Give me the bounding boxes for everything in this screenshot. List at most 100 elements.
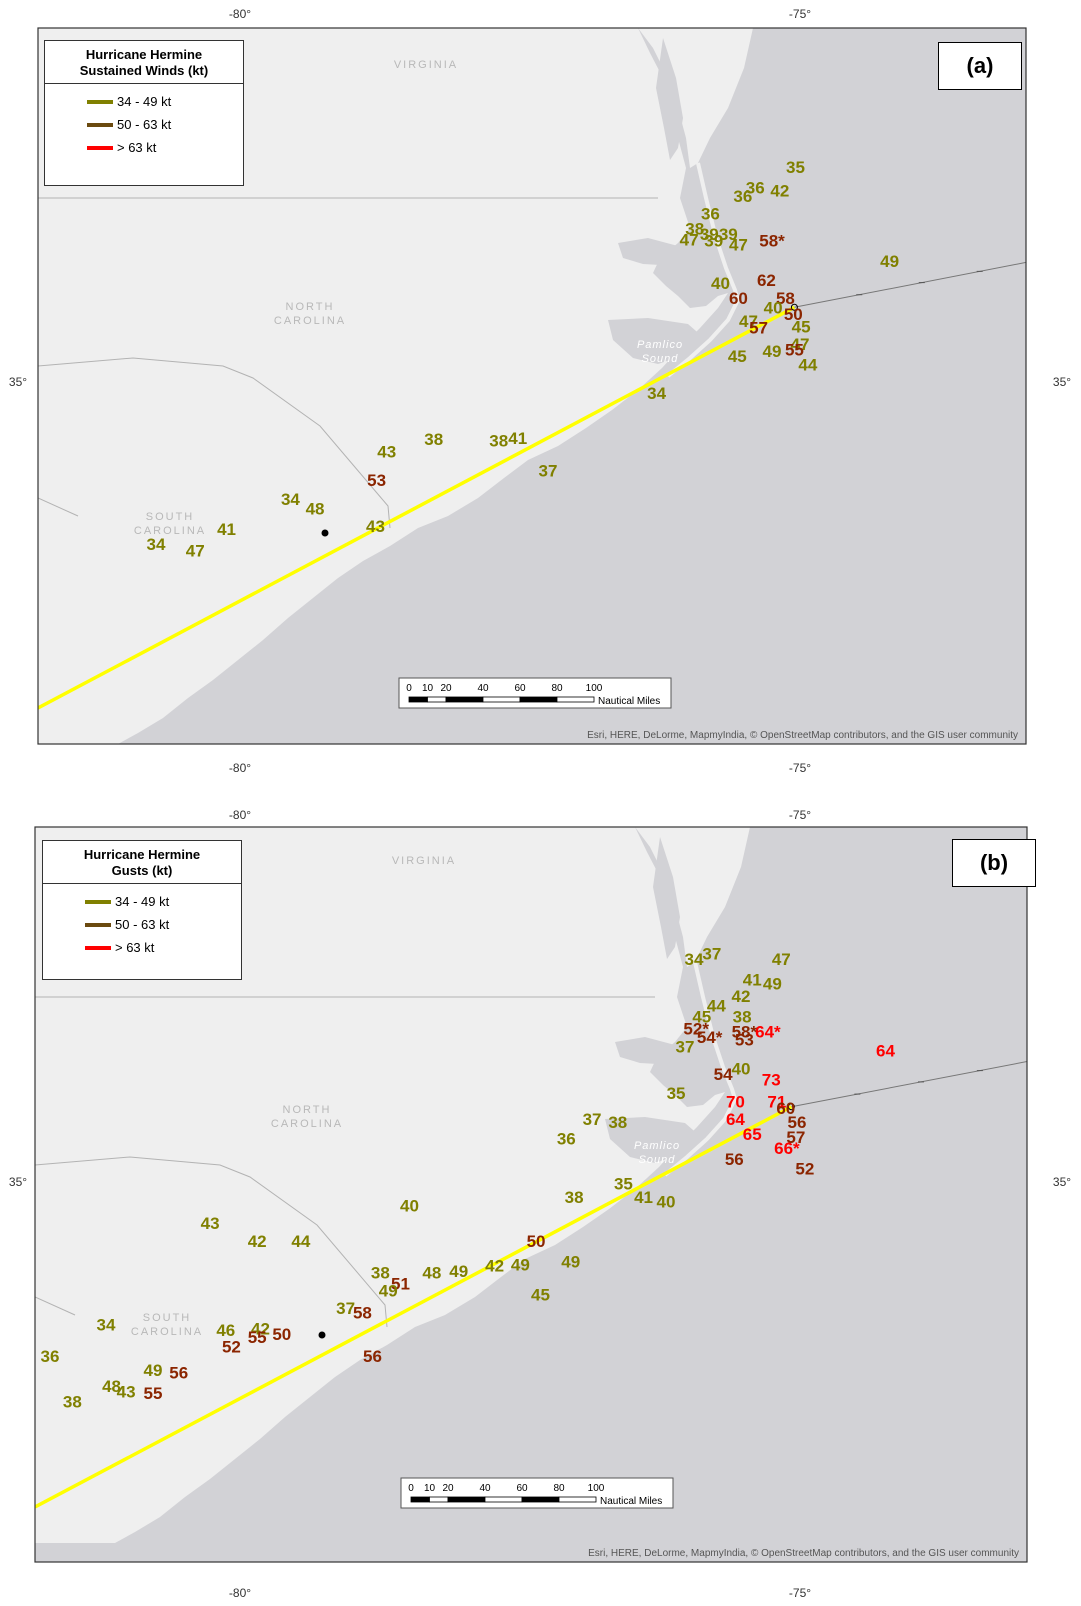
scale-bar-segment — [429, 1496, 449, 1503]
station-wind-value: 44 — [707, 996, 726, 1015]
station-wind-value: 42 — [485, 1257, 504, 1276]
station-wind-value: 50 — [272, 1325, 291, 1344]
station-wind-value: 37 — [702, 944, 721, 963]
station-wind-value: 48 — [102, 1377, 121, 1396]
track-end-marker — [787, 1103, 795, 1111]
legend-a-swatch-34-49 — [87, 99, 113, 104]
lat-label-left: 35° — [9, 375, 27, 389]
nc-sc-border — [38, 357, 391, 529]
legend-b-label-50-63: 50 - 63 kt — [115, 917, 170, 932]
lon-label-top-right: -75° — [789, 7, 811, 21]
lon-label-bottom-left: -80° — [229, 1586, 251, 1600]
legend-a-label-50-63: 50 - 63 kt — [117, 117, 172, 132]
pamlico-sound — [608, 318, 704, 364]
station-wind-value: 54* — [697, 1028, 723, 1047]
legend-b-swatch-gt63 — [85, 945, 111, 950]
station-wind-value: 73 — [762, 1070, 781, 1089]
map-frame — [37, 27, 1027, 745]
scale-bar-segment — [521, 1496, 560, 1503]
scale-tick-label: 0 — [406, 683, 412, 694]
station-wind-value: 62 — [757, 271, 776, 290]
lon-label-top-left: -80° — [229, 7, 251, 21]
legend-b-title-line1: Hurricane Hermine — [83, 847, 201, 862]
outer-banks — [663, 961, 738, 1177]
lat-label-left: 35° — [9, 1175, 27, 1189]
station-wind-value: 48 — [306, 500, 325, 519]
station-wind-value: 52 — [222, 1338, 241, 1357]
chesapeake-bay — [653, 837, 680, 959]
station-wind-value: 43 — [377, 442, 396, 461]
station-wind-value: 38 — [489, 432, 508, 451]
lon-label-bottom-right: -75° — [789, 761, 811, 775]
panel-a-sustained-winds-map: -80° -75° -80° -75° 35° 35° VIRGINIA NORT… — [0, 0, 1081, 800]
scale-tick-label: 10 — [422, 683, 434, 694]
legend-b-row-gt63: > 63 kt — [43, 936, 241, 959]
station-wind-value: 44 — [798, 355, 817, 374]
map-frame — [34, 826, 1028, 1563]
station-wind-value: 60 — [776, 1099, 795, 1118]
land-area — [38, 28, 728, 744]
station-wind-value: 47 — [729, 236, 748, 255]
station-wind-value: 56 — [788, 1113, 807, 1132]
legend-b-row-34-49: 34 - 49 kt — [43, 890, 241, 913]
station-wind-value: 38 — [424, 430, 443, 449]
station-wind-value: 50 — [784, 305, 803, 324]
chesapeake-bay — [656, 38, 683, 160]
pamlico-sound-label: Pamlico — [637, 339, 683, 351]
station-wind-value: 37 — [583, 1110, 602, 1129]
legend-a-swatch-gt63 — [87, 145, 113, 150]
station-wind-value: 36 — [40, 1347, 59, 1366]
station-wind-value: 52 — [795, 1159, 814, 1178]
storm-position-dot — [321, 529, 329, 537]
station-wind-value: 45 — [792, 317, 811, 336]
nc-sc-border — [35, 1156, 388, 1328]
station-wind-value: 37 — [676, 1037, 695, 1056]
legend-a-label-34-49: 34 - 49 kt — [117, 94, 172, 109]
station-wind-value: 47 — [186, 542, 205, 561]
station-wind-value: 41 — [217, 520, 236, 539]
hurricane-track-line — [38, 305, 796, 710]
station-wind-value: 38 — [608, 1113, 627, 1132]
scale-tick-label: 20 — [442, 1483, 454, 1494]
map-b-canvas: -80° -75° -80° -75° 35° 35° VIRGINIA NORT… — [9, 808, 1071, 1600]
legend-a-title-line2: Sustained Winds (kt) — [79, 63, 209, 78]
station-wind-value: 36 — [746, 179, 765, 198]
legend-a-row-34-49: 34 - 49 kt — [45, 90, 243, 113]
forecast-track-line — [791, 1061, 1027, 1108]
station-wind-value: 43 — [366, 517, 385, 536]
station-wind-value: 35 — [667, 1084, 686, 1103]
storm-position-dot — [318, 1331, 326, 1339]
station-wind-value: 48 — [422, 1264, 441, 1283]
station-wind-value: 37 — [539, 461, 558, 480]
scale-tick-label: 0 — [408, 1483, 414, 1494]
station-wind-value: 53 — [367, 471, 386, 490]
scale-bar-segment — [556, 696, 595, 703]
map-attribution: Esri, HERE, DeLorme, MapmyIndia, © OpenS… — [588, 1548, 1019, 1559]
station-wind-value: 44 — [291, 1232, 310, 1251]
albemarle-sound — [618, 238, 693, 266]
lat-label-right: 35° — [1053, 375, 1071, 389]
scale-bar-segment — [484, 1496, 523, 1503]
station-wind-value: 49 — [144, 1361, 163, 1380]
scale-bar-segment — [558, 1496, 597, 1503]
scale-bar-segment — [447, 1496, 486, 1503]
station-wind-value: 38 — [565, 1188, 584, 1207]
station-wind-value: 49 — [379, 1281, 398, 1300]
lon-label-bottom-left: -80° — [229, 761, 251, 775]
scale-unit-label: Nautical Miles — [598, 696, 660, 707]
scale-bar-segment — [410, 1496, 430, 1503]
state-label-north-carolina-line2: CAROLINA — [274, 315, 346, 327]
station-wind-value: 46 — [216, 1321, 235, 1340]
track-end-marker — [790, 303, 798, 311]
station-wind-value: 34 — [647, 384, 666, 403]
station-wind-value: 56 — [363, 1347, 382, 1366]
station-wind-value: 39 — [704, 232, 723, 251]
station-wind-value: 47 — [772, 950, 791, 969]
sc-ga-border — [38, 497, 79, 517]
scale-tick-label: 60 — [514, 683, 526, 694]
station-wind-value: 64* — [755, 1022, 781, 1041]
station-wind-value: 40 — [711, 274, 730, 293]
scale-bar-segment — [408, 696, 428, 703]
station-wind-value: 66* — [774, 1139, 800, 1158]
legend-a-swatch-50-63 — [87, 122, 113, 127]
